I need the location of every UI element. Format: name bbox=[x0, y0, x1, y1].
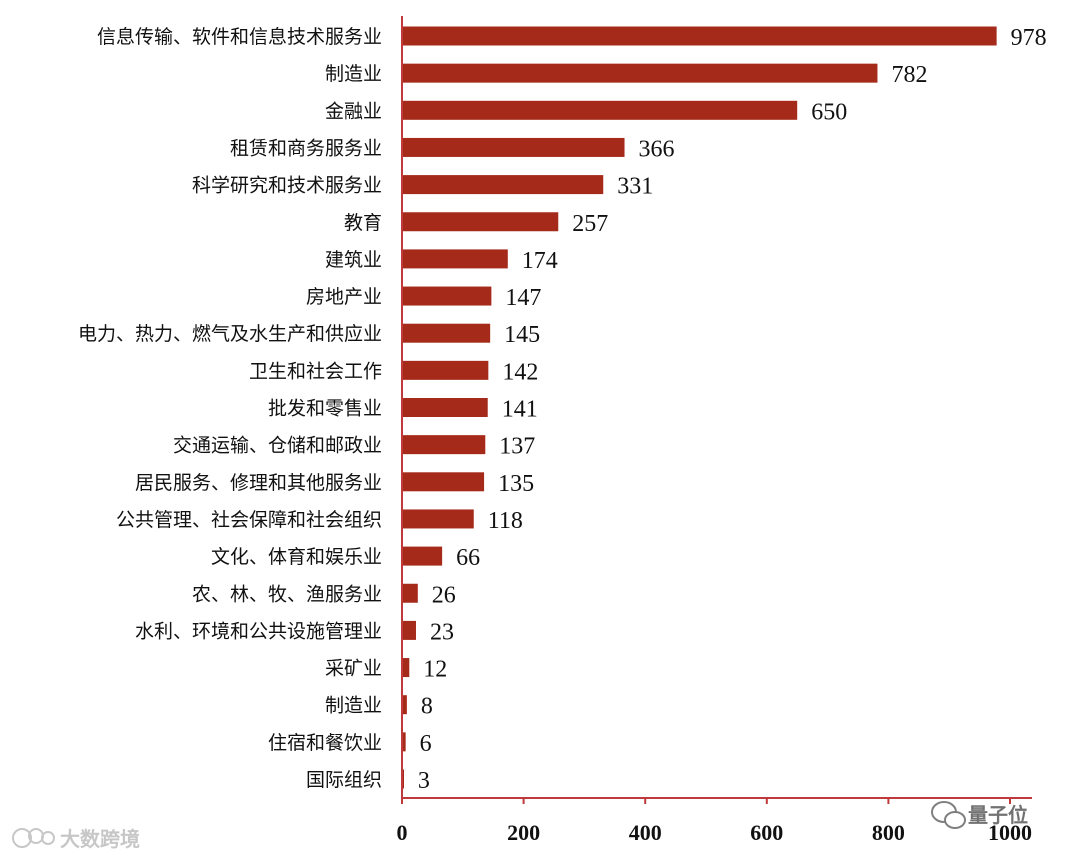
data-label: 331 bbox=[617, 174, 653, 200]
data-label: 366 bbox=[639, 136, 675, 162]
data-label: 137 bbox=[499, 434, 535, 460]
bar bbox=[403, 286, 492, 306]
x-tick-label: 800 bbox=[872, 820, 905, 845]
bar bbox=[403, 583, 418, 603]
bar bbox=[403, 323, 491, 343]
bar bbox=[403, 546, 443, 566]
watermark-right-text: 量子位 bbox=[968, 803, 1028, 827]
category-label: 卫生和社会工作 bbox=[249, 360, 382, 382]
bar bbox=[403, 212, 559, 232]
x-axis-ticks: 0 200 400 600 800 1000 bbox=[397, 798, 1032, 845]
data-label: 782 bbox=[891, 62, 927, 88]
category-label: 科学研究和技术服务业 bbox=[192, 175, 382, 197]
category-labels: 信息传输、软件和信息技术服务业制造业金融业租赁和商务服务业科学研究和技术服务业教… bbox=[78, 26, 382, 791]
watermark-left: 大数跨境 bbox=[12, 827, 140, 851]
data-label: 26 bbox=[432, 582, 456, 608]
data-label: 978 bbox=[1011, 25, 1047, 51]
category-label: 信息传输、软件和信息技术服务业 bbox=[97, 26, 382, 48]
data-label: 8 bbox=[421, 694, 433, 720]
category-label: 建筑业 bbox=[325, 249, 382, 271]
watermark-right: 量子位 bbox=[931, 801, 1028, 829]
data-label: 257 bbox=[572, 211, 608, 237]
data-label: 3 bbox=[418, 768, 430, 794]
bar bbox=[403, 620, 416, 640]
data-label: 23 bbox=[430, 619, 454, 645]
bars-layer bbox=[403, 26, 997, 789]
bar bbox=[403, 360, 489, 380]
bar bbox=[403, 63, 878, 83]
x-tick-label: 0 bbox=[397, 820, 408, 845]
category-label: 房地产业 bbox=[306, 286, 382, 308]
bar bbox=[403, 26, 997, 46]
bar bbox=[403, 100, 798, 120]
value-labels: 9787826503663312571741471451421411371351… bbox=[418, 25, 1047, 794]
category-label: 金融业 bbox=[325, 100, 382, 122]
category-label: 批发和零售业 bbox=[268, 398, 382, 420]
category-label: 水利、环境和公共设施管理业 bbox=[135, 620, 382, 642]
x-tick-label: 600 bbox=[750, 820, 783, 845]
data-label: 142 bbox=[502, 359, 538, 385]
x-tick-label: 400 bbox=[629, 820, 662, 845]
data-label: 12 bbox=[423, 657, 447, 683]
data-label: 118 bbox=[488, 508, 523, 534]
data-label: 147 bbox=[505, 285, 541, 311]
x-tick-label: 1000 bbox=[988, 820, 1032, 845]
bar bbox=[403, 509, 474, 529]
x-tick-label: 200 bbox=[507, 820, 540, 845]
bar bbox=[403, 472, 485, 492]
brand-logo-icon bbox=[12, 828, 55, 848]
data-label: 6 bbox=[420, 731, 432, 757]
category-label: 教育 bbox=[344, 212, 382, 234]
category-label: 农、林、牧、渔服务业 bbox=[192, 583, 382, 605]
bar bbox=[403, 398, 488, 417]
data-label: 135 bbox=[498, 471, 534, 497]
bar bbox=[403, 769, 404, 789]
watermark-left-text: 大数跨境 bbox=[60, 827, 140, 851]
bar bbox=[403, 435, 486, 455]
bar bbox=[403, 732, 406, 752]
category-label: 租赁和商务服务业 bbox=[230, 137, 382, 159]
category-label: 制造业 bbox=[325, 695, 382, 717]
data-label: 141 bbox=[502, 397, 538, 423]
data-label: 66 bbox=[456, 545, 480, 571]
bar bbox=[403, 658, 410, 678]
category-label: 交通运输、仓储和邮政业 bbox=[173, 435, 382, 457]
category-label: 文化、体育和娱乐业 bbox=[211, 546, 382, 568]
category-label: 采矿业 bbox=[325, 658, 382, 680]
data-label: 174 bbox=[522, 248, 558, 274]
category-label: 住宿和餐饮业 bbox=[268, 732, 382, 754]
bar bbox=[403, 175, 604, 195]
category-label: 居民服务、修理和其他服务业 bbox=[135, 472, 382, 494]
category-label: 国际组织 bbox=[306, 769, 382, 791]
bar bbox=[403, 249, 508, 269]
data-label: 650 bbox=[811, 99, 847, 125]
category-label: 电力、热力、燃气及水生产和供应业 bbox=[78, 323, 382, 345]
bar bbox=[403, 695, 407, 715]
category-label: 公共管理、社会保障和社会组织 bbox=[116, 509, 382, 531]
data-label: 145 bbox=[504, 322, 540, 348]
bar bbox=[403, 137, 625, 157]
category-label: 制造业 bbox=[325, 63, 382, 85]
wechat-icon bbox=[931, 801, 966, 829]
